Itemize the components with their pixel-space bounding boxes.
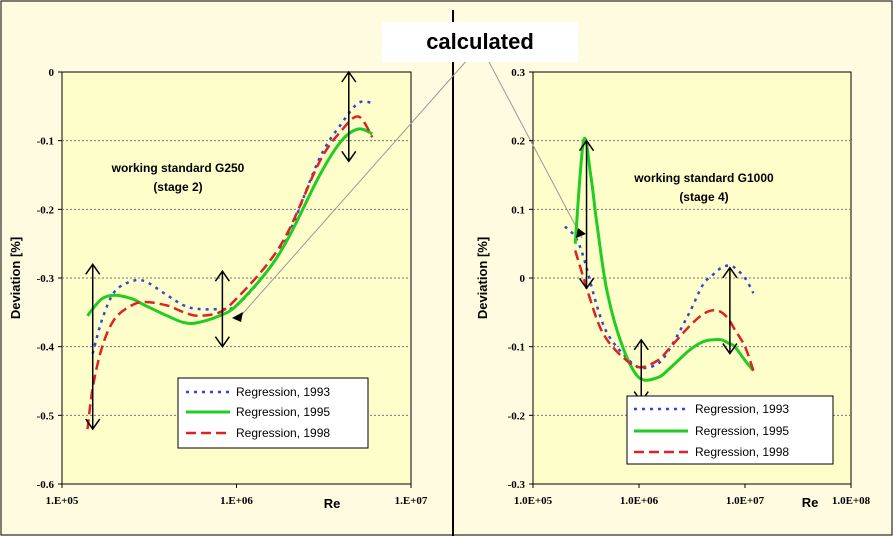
y-tick-label: -0.4	[37, 342, 55, 354]
legend-label-1993-left: Regression, 1993	[236, 385, 330, 399]
legend-right: Regression, 1993 Regression, 1995 Regres…	[626, 395, 834, 465]
ylabel-left: Deviation [%]	[8, 237, 23, 319]
range-arrow-head-up	[341, 70, 357, 83]
callout-line-right	[487, 59, 583, 239]
xlabel-left: Re	[324, 496, 341, 511]
series-line-regression-1993	[91, 100, 373, 354]
y-tick-label: -0.5	[37, 410, 55, 422]
series-line-regression-1998	[86, 115, 374, 430]
legend-label-1998-left: Regression, 1998	[236, 426, 330, 440]
x-tick-label: 1.E+05	[46, 495, 79, 507]
legend-left: Regression, 1993 Regression, 1995 Regres…	[177, 377, 369, 449]
range-arrow-head-down	[214, 336, 230, 348]
xlabel-right: Re	[802, 495, 819, 510]
y-tick-label: 0	[520, 273, 526, 285]
arrow-group-right	[578, 139, 738, 403]
x-tick-label: 1.0E+05	[514, 495, 553, 507]
annotation-left-line2: (stage 2)	[153, 180, 202, 194]
y-tick-label: -0.2	[37, 204, 55, 216]
y-tick-label: -0.3	[37, 273, 55, 285]
x-tick-label: 1.0E+08	[832, 495, 871, 507]
x-tick-label: 1.E+07	[395, 495, 428, 507]
range-arrow-head-up	[722, 266, 738, 279]
ylabel-right: Deviation [%]	[475, 237, 490, 319]
x-tick-label: 1.E+06	[220, 495, 253, 507]
y-tick-label: -0.6	[37, 479, 55, 491]
range-arrow-head-up	[578, 139, 595, 152]
range-arrow-head-down	[85, 418, 101, 431]
ticks-left: 0 -0.1 -0.2 -0.3 -0.4 -0.5 -0.6 1.E+05 1.E+06 1.E…	[37, 67, 428, 507]
callout-box	[382, 22, 578, 62]
range-arrow-head-up	[633, 338, 649, 351]
arrow-group-left	[85, 70, 357, 431]
range-arrow-head-down	[578, 277, 595, 290]
annotation-right-line1: working standard G1000	[633, 171, 774, 185]
ticks-right: 0.3 0.2 0.1 0 -0.1 -0.2 -0.3 1.0E+05 1.0E+06 1.0E…	[508, 67, 871, 507]
series-line-regression-1998	[574, 250, 755, 372]
callout-arrowhead-left	[232, 312, 243, 322]
y-tick-label: 0.2	[511, 136, 525, 148]
annotation-left-line1: working standard G250	[111, 161, 245, 175]
x-tick-label: 1.0E+07	[726, 495, 765, 507]
legend-label-1993-right: Regression, 1993	[695, 402, 789, 416]
series-line-regression-1993	[564, 225, 755, 370]
series-line-regression-1995	[86, 127, 373, 325]
y-tick-label: -0.1	[37, 136, 54, 148]
range-arrow-head-up	[85, 262, 101, 275]
y-tick-label: -0.2	[508, 410, 526, 422]
y-tick-label: -0.3	[508, 479, 526, 491]
callout-line-left	[237, 49, 477, 320]
y-tick-label: -0.1	[508, 342, 525, 354]
range-arrow-head-down	[722, 343, 738, 355]
x-tick-label: 1.0E+06	[620, 495, 659, 507]
callout-arrowhead-right	[576, 228, 586, 238]
y-tick-label: 0.3	[511, 67, 525, 79]
y-tick-label: 0.1	[511, 204, 525, 216]
legend-label-1998-right: Regression, 1998	[695, 445, 789, 459]
annotation-right-line2: (stage 4)	[679, 190, 728, 204]
legend-label-1995-left: Regression, 1995	[236, 405, 330, 419]
y-tick-label: 0	[49, 67, 55, 79]
legend-label-1995-right: Regression, 1995	[695, 424, 789, 438]
range-arrow-head-down	[341, 150, 357, 163]
series-group-left	[86, 100, 374, 430]
callout-label: calculated	[426, 29, 534, 54]
range-arrow-head-up	[214, 269, 230, 282]
